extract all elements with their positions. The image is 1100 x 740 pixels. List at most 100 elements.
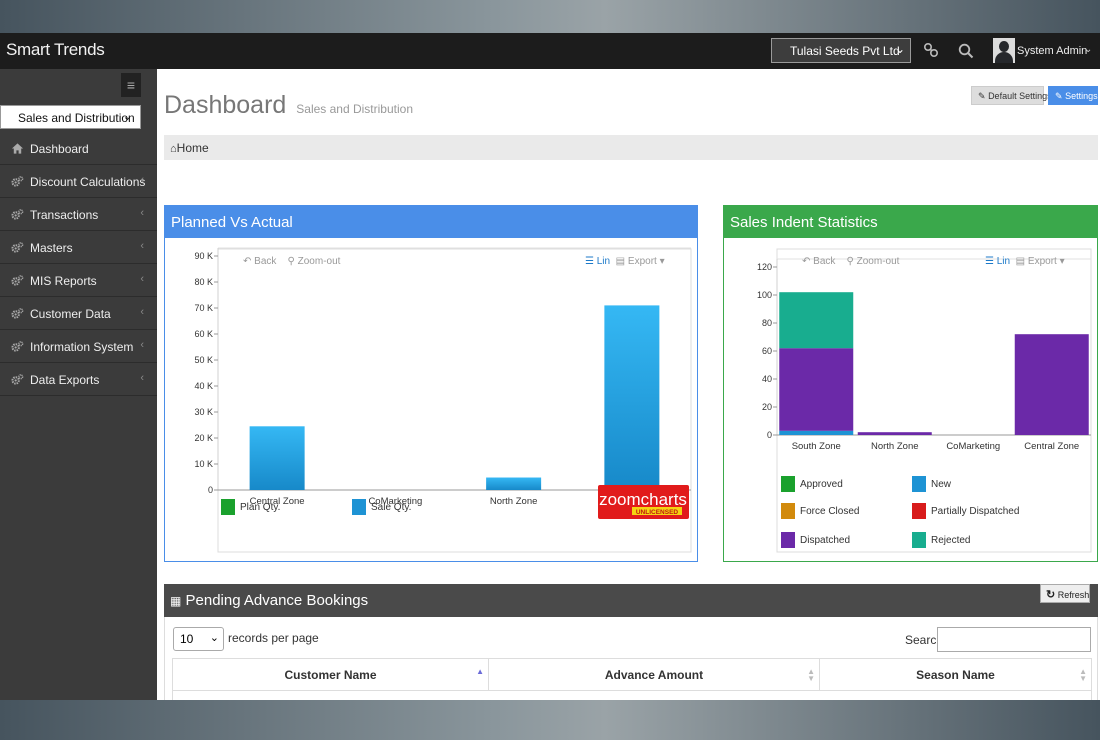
legend-swatch <box>781 532 795 548</box>
y-tick-label: 60 <box>762 346 772 356</box>
export-button[interactable]: Export <box>627 256 657 267</box>
legend-swatch <box>912 503 926 519</box>
legend-swatch <box>912 476 926 492</box>
legend-label: Dispatched <box>800 535 851 546</box>
legend-label: New <box>931 479 952 490</box>
sort-icon: ▲ ▼ <box>1079 667 1087 683</box>
planned-vs-actual-chart: 0 10 K 20 K 30 K 40 K 50 K 60 K 70 K 80 K 90 K Cen… <box>194 247 692 553</box>
module-select[interactable]: Sales and Distribution ⌄ <box>0 105 141 129</box>
cogs-icon <box>11 242 24 253</box>
top-bar: Smart Trends Tulasi Seeds Pvt Ltd ⌄ Syst… <box>0 33 1100 69</box>
y-tick-label: 60 K <box>194 329 213 339</box>
x-tick-label: South Zone <box>792 441 841 452</box>
lin-button[interactable]: Lin <box>596 256 611 267</box>
export-button[interactable]: Export <box>1027 256 1057 267</box>
column-header-advance-amount[interactable]: Advance Amount ▲ ▼ <box>489 659 820 691</box>
export-icon[interactable]: ▤ <box>1015 256 1026 267</box>
logo-text: zoomcharts <box>599 490 687 509</box>
sidebar-item-label: Dashboard <box>30 142 89 156</box>
back-button[interactable]: Back <box>254 256 277 267</box>
cogs-icon <box>11 308 24 319</box>
breadcrumb: ⌂Home <box>164 135 1098 160</box>
list-icon[interactable]: ☰ <box>585 256 594 267</box>
y-tick-label: 30 K <box>194 407 213 417</box>
y-tick-label: 80 <box>762 318 772 328</box>
column-header-customer-name[interactable]: Customer Name ▲ <box>173 659 489 691</box>
sidebar-item-data-exports[interactable]: Data Exports ‹ <box>0 363 157 396</box>
bar-sale-qty[interactable] <box>486 477 542 490</box>
y-tick-label: 100 <box>757 290 772 300</box>
zoom-out-button[interactable]: Zoom-out <box>856 256 900 267</box>
app-title: Smart Trends <box>6 40 105 59</box>
y-tick-label: 20 <box>762 402 772 412</box>
y-tick-label: 0 <box>767 430 772 440</box>
refresh-button[interactable]: ↻ Refresh <box>1040 584 1090 603</box>
bar-sale-qty[interactable] <box>604 305 660 490</box>
bar-new[interactable] <box>779 430 854 435</box>
sidebar-item-discount-calculations[interactable]: Discount Calculations ‹ <box>0 165 157 198</box>
sidebar-item-dashboard[interactable]: Dashboard <box>0 132 157 165</box>
y-tick-label: 20 K <box>194 433 213 443</box>
company-select[interactable]: Tulasi Seeds Pvt Ltd ⌄ <box>771 38 911 63</box>
breadcrumb-home[interactable]: Home <box>176 141 209 155</box>
y-tick-label: 70 K <box>194 303 213 313</box>
list-icon[interactable]: ☰ <box>985 256 994 267</box>
legend-label: Approved <box>800 479 843 490</box>
sort-icon: ▲ ▼ <box>807 667 815 683</box>
menu-toggle-icon[interactable]: ≡ <box>121 73 141 97</box>
zoom-out-button[interactable]: Zoom-out <box>297 256 341 267</box>
user-name: System Admin <box>1017 45 1088 57</box>
legend-label: Plan Qty. <box>240 502 281 513</box>
cogs-icon <box>11 374 24 385</box>
sidebar-item-customer-data[interactable]: Customer Data ‹ <box>0 297 157 330</box>
caret-down-icon: ⌄ <box>1084 44 1093 55</box>
x-tick-label: CoMarketing <box>368 496 422 507</box>
sidebar-item-label: Customer Data <box>30 307 111 321</box>
sidebar-nav: Dashboard Discount Calculations ‹ Transacti… <box>0 132 157 396</box>
sidebar-item-information-system[interactable]: Information System ‹ <box>0 330 157 363</box>
x-tick-label: Central Zone <box>1024 441 1079 452</box>
y-tick-label: 120 <box>757 262 772 272</box>
records-per-page-label: records per page <box>228 631 319 645</box>
legend-label: Rejected <box>931 535 971 546</box>
indent-panel-title: Sales Indent Statistics <box>724 206 1097 238</box>
y-tick-label: 50 K <box>194 355 213 365</box>
bar-dispatched[interactable] <box>1014 334 1089 435</box>
module-select-value: Sales and Distribution <box>18 111 135 125</box>
search-icon[interactable] <box>958 43 974 59</box>
y-tick-label: 40 K <box>194 381 213 391</box>
lin-button[interactable]: Lin <box>996 256 1011 267</box>
cogs-icon <box>11 275 24 286</box>
sidebar-item-transactions[interactable]: Transactions ‹ <box>0 198 157 231</box>
home-icon: ⌂ <box>170 143 177 155</box>
back-icon[interactable]: ↶ <box>802 256 811 267</box>
bar-rejected[interactable] <box>779 292 854 349</box>
bar-sale-qty[interactable] <box>249 426 305 490</box>
search-input[interactable] <box>937 627 1091 652</box>
refresh-label: Refresh <box>1057 590 1090 600</box>
cogs-icon <box>11 341 24 352</box>
back-button[interactable]: Back <box>813 256 836 267</box>
sidebar-item-mis-reports[interactable]: MIS Reports ‹ <box>0 264 157 297</box>
chevron-left-icon: ‹ <box>140 174 144 186</box>
bookings-title: Pending Advance Bookings <box>185 592 369 609</box>
y-tick-label: 40 <box>762 374 772 384</box>
zoom-out-icon[interactable]: ⚲ <box>846 256 854 267</box>
legend-label: Partially Dispatched <box>931 506 1020 517</box>
page-size-select[interactable]: 10 ⌄ <box>173 627 224 651</box>
chevron-left-icon: ‹ <box>140 339 144 351</box>
avatar <box>993 38 1015 63</box>
settings-button[interactable]: ✎ Settings <box>1048 86 1098 105</box>
back-icon[interactable]: ↶ <box>243 256 252 267</box>
link-icon[interactable] <box>923 42 939 58</box>
legend-swatch <box>352 499 366 515</box>
default-settings-button[interactable]: ✎ Default Settings <box>971 86 1052 105</box>
sidebar-item-masters[interactable]: Masters ‹ <box>0 231 157 264</box>
page-size-value: 10 <box>180 632 194 646</box>
zoom-out-icon[interactable]: ⚲ <box>287 256 295 267</box>
column-header-season-name[interactable]: Season Name ▲ ▼ <box>820 659 1091 691</box>
bar-dispatched[interactable] <box>857 432 932 435</box>
export-icon[interactable]: ▤ <box>615 256 626 267</box>
bar-dispatched[interactable] <box>779 348 854 431</box>
y-tick-label: 0 <box>208 485 213 495</box>
